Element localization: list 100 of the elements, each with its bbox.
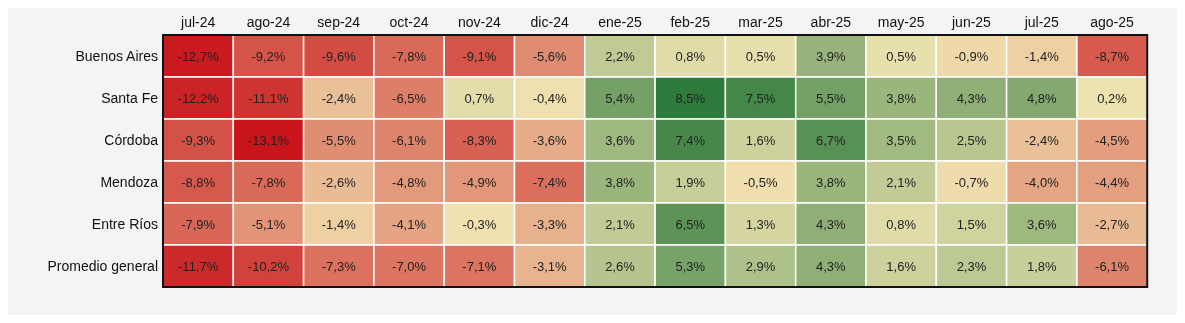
data-label: 3,8% <box>816 174 847 190</box>
data-label: 2,2% <box>605 48 636 64</box>
data-label: -6,1% <box>1095 258 1130 274</box>
y-tick-label: Promedio general <box>47 258 158 274</box>
data-label: 0,8% <box>886 216 917 232</box>
data-label: 4,3% <box>956 90 987 106</box>
data-label: -0,3% <box>462 216 497 232</box>
x-tick-label: sep-24 <box>317 14 361 30</box>
y-tick-label: Entre Ríos <box>91 216 158 232</box>
x-tick-label: ago-24 <box>246 14 291 30</box>
data-label: 2,1% <box>605 216 636 232</box>
data-label: -2,6% <box>321 174 357 190</box>
x-tick-label: feb-25 <box>670 14 711 30</box>
data-label: -8,3% <box>462 132 497 148</box>
y-tick-label: Mendoza <box>100 174 159 190</box>
data-label: -12,7% <box>177 48 220 64</box>
x-tick-label: nov-24 <box>457 14 501 30</box>
data-label: 1,8% <box>1026 258 1057 274</box>
data-label: 1,5% <box>956 216 987 232</box>
data-label: -7,0% <box>392 258 427 274</box>
data-label: 2,9% <box>745 258 776 274</box>
data-label: -1,4% <box>1024 48 1060 64</box>
data-label: 1,6% <box>886 258 917 274</box>
data-label: -0,7% <box>954 174 989 190</box>
x-tick-label: may-25 <box>877 14 925 30</box>
data-label: 7,4% <box>675 132 706 148</box>
x-tick-label: ene-25 <box>598 14 642 30</box>
x-tick-label: jul-25 <box>1023 14 1060 30</box>
data-label: 1,9% <box>675 174 706 190</box>
x-tick-label: dic-24 <box>530 14 569 30</box>
data-label: -4,8% <box>392 174 427 190</box>
data-label: -7,4% <box>532 174 568 190</box>
data-label: -8,7% <box>1095 48 1130 64</box>
data-label: -3,6% <box>532 132 568 148</box>
data-label: -1,4% <box>321 216 357 232</box>
x-tick-label: jul-24 <box>180 14 216 30</box>
data-label: -7,8% <box>251 174 286 190</box>
data-label: 0,7% <box>464 90 495 106</box>
data-label: -9,6% <box>321 48 357 64</box>
data-label: -8,8% <box>181 174 216 190</box>
data-label: -9,3% <box>181 132 216 148</box>
data-label: 4,3% <box>816 258 847 274</box>
y-tick-label: Santa Fe <box>101 90 159 106</box>
data-label: -11,1% <box>248 90 289 106</box>
y-tick-label: Córdoba <box>104 132 159 148</box>
data-label: 7,5% <box>745 90 776 106</box>
data-label: -9,1% <box>462 48 497 64</box>
data-label: -0,4% <box>532 90 568 106</box>
data-label: 5,5% <box>816 90 847 106</box>
data-label: -2,4% <box>321 90 357 106</box>
data-label: -7,8% <box>392 48 427 64</box>
data-label: 1,3% <box>745 216 776 232</box>
x-tick-label: mar-25 <box>738 14 783 30</box>
data-label: -6,5% <box>392 90 427 106</box>
data-label: -7,9% <box>181 216 216 232</box>
data-label: 2,5% <box>956 132 987 148</box>
data-label: 3,8% <box>886 90 917 106</box>
data-label: -3,3% <box>532 216 568 232</box>
data-label: 0,5% <box>886 48 917 64</box>
data-label: -10,2% <box>247 258 290 274</box>
data-label: 1,6% <box>745 132 776 148</box>
data-label: 3,6% <box>605 132 636 148</box>
data-label: 6,5% <box>675 216 706 232</box>
data-label: 3,6% <box>1026 216 1057 232</box>
y-tick-label: Buenos Aires <box>75 48 158 64</box>
data-label: -0,5% <box>743 174 778 190</box>
data-label: -4,9% <box>462 174 497 190</box>
data-label: -2,4% <box>1024 132 1060 148</box>
x-tick-label: ago-25 <box>1090 14 1135 30</box>
x-tick-label: jun-25 <box>950 14 992 30</box>
data-label: -2,7% <box>1095 216 1130 232</box>
data-label: -7,3% <box>321 258 357 274</box>
data-label: 3,9% <box>816 48 847 64</box>
data-label: -0,9% <box>954 48 989 64</box>
data-label: 4,8% <box>1026 90 1057 106</box>
data-label: -13,1% <box>247 132 290 148</box>
data-label: -3,1% <box>532 258 568 274</box>
data-label: 3,8% <box>605 174 636 190</box>
x-tick-label: abr-25 <box>810 14 852 30</box>
data-label: 3,5% <box>886 132 917 148</box>
data-label: -11,7% <box>178 258 219 274</box>
data-label: -6,1% <box>392 132 427 148</box>
data-label: 0,2% <box>1097 90 1128 106</box>
data-label: -4,5% <box>1095 132 1130 148</box>
data-label: 5,3% <box>675 258 706 274</box>
data-label: -4,4% <box>1095 174 1130 190</box>
data-label: -5,6% <box>532 48 568 64</box>
data-label: -7,1% <box>462 258 497 274</box>
data-label: 2,1% <box>886 174 917 190</box>
data-label: 0,8% <box>675 48 706 64</box>
data-label: 4,3% <box>816 216 847 232</box>
data-label: -9,2% <box>251 48 286 64</box>
data-label: -5,1% <box>251 216 286 232</box>
x-tick-label: oct-24 <box>389 14 429 30</box>
data-label: 2,6% <box>605 258 636 274</box>
data-label: 8,5% <box>675 90 706 106</box>
data-label: 0,5% <box>745 48 776 64</box>
data-label: 6,7% <box>816 132 847 148</box>
data-label: -12,2% <box>177 90 220 106</box>
data-label: -4,1% <box>392 216 427 232</box>
